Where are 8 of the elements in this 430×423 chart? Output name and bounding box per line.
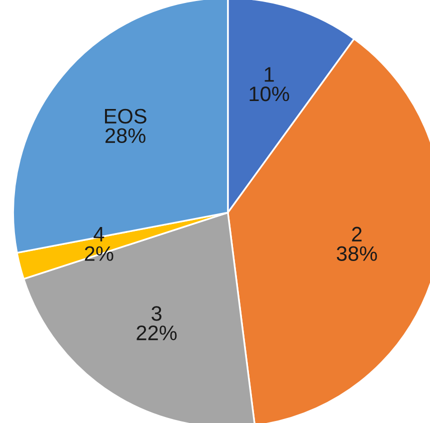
- data-label: 38%: [336, 246, 377, 261]
- data-label: 22%: [136, 326, 177, 340]
- slice-label: 2: [352, 226, 362, 242]
- data-label: 10%: [250, 86, 290, 102]
- slice-label: 1: [264, 67, 274, 82]
- slice-label: 3: [152, 306, 162, 321]
- slice-label: EOS: [105, 108, 146, 124]
- data-label: 28%: [106, 128, 146, 144]
